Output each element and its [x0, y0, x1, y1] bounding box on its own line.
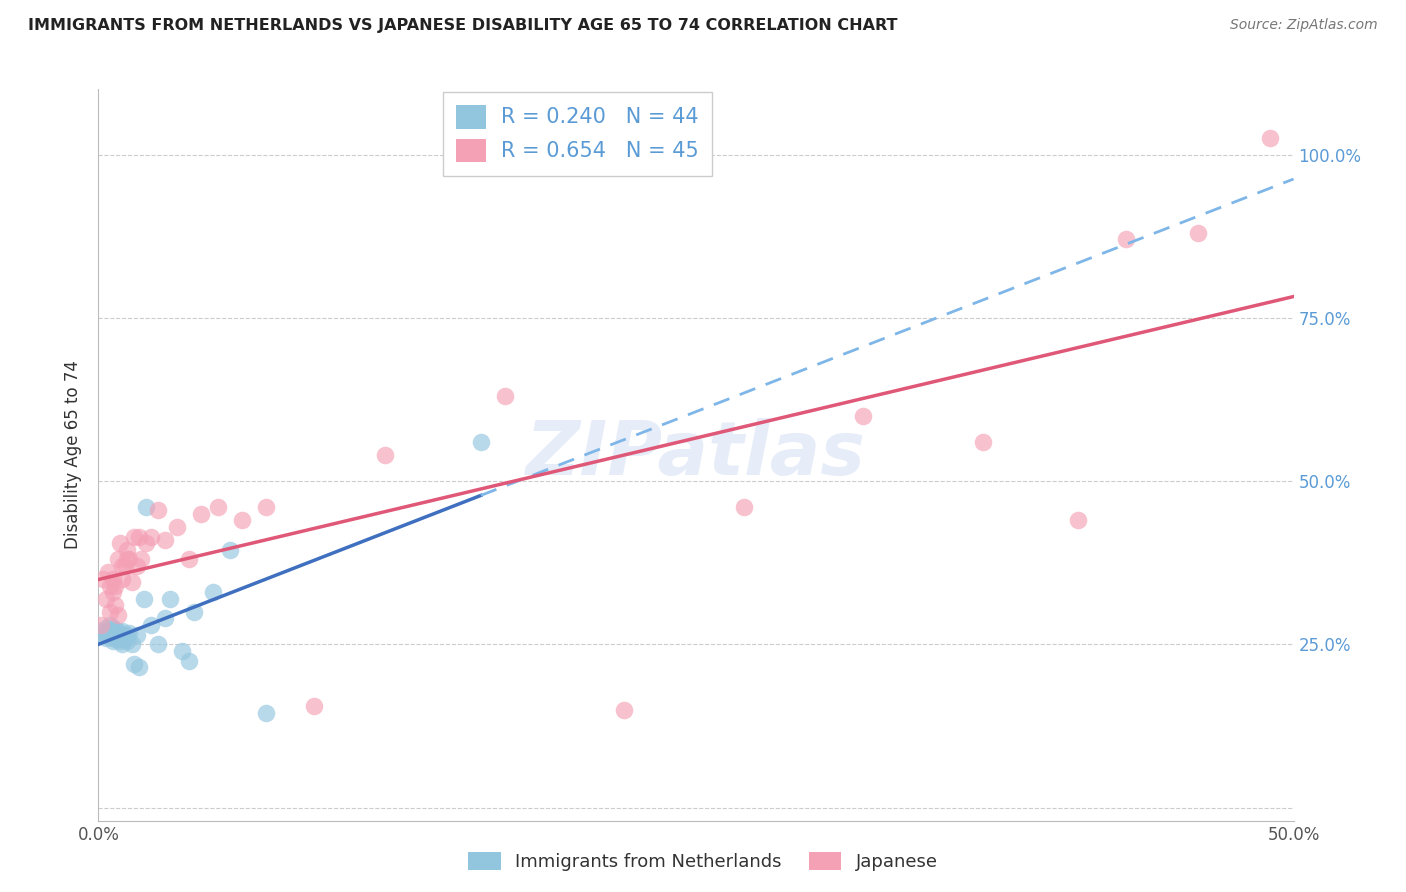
- Point: [1187, 226, 1209, 240]
- Point: [97, 624, 120, 639]
- Point: [98, 617, 122, 632]
- Point: [91, 627, 114, 641]
- Point: [90, 624, 112, 639]
- Point: [108, 536, 131, 550]
- Point: [111, 631, 134, 645]
- Point: [101, 634, 124, 648]
- Point: [111, 558, 134, 573]
- Legend: Immigrants from Netherlands, Japanese: Immigrants from Netherlands, Japanese: [461, 845, 945, 879]
- Point: [111, 624, 134, 639]
- Point: [104, 631, 127, 645]
- Point: [139, 530, 162, 544]
- Point: [159, 591, 181, 606]
- Point: [613, 703, 636, 717]
- Point: [202, 585, 225, 599]
- Point: [135, 500, 157, 515]
- Point: [104, 632, 127, 646]
- Point: [114, 630, 136, 644]
- Point: [155, 611, 177, 625]
- Legend: R = 0.240   N = 44, R = 0.654   N = 45: R = 0.240 N = 44, R = 0.654 N = 45: [443, 92, 713, 176]
- Point: [302, 699, 325, 714]
- Point: [733, 500, 755, 515]
- Point: [231, 513, 253, 527]
- Point: [131, 552, 153, 566]
- Point: [135, 536, 157, 550]
- Point: [108, 627, 131, 641]
- Point: [179, 654, 201, 668]
- Point: [98, 627, 122, 641]
- Point: [98, 578, 122, 592]
- Point: [207, 500, 229, 515]
- Point: [494, 389, 516, 403]
- Point: [101, 621, 124, 635]
- Y-axis label: Disability Age 65 to 74: Disability Age 65 to 74: [65, 360, 83, 549]
- Point: [111, 572, 134, 586]
- Point: [1258, 131, 1281, 145]
- Point: [107, 607, 129, 622]
- Point: [115, 627, 138, 641]
- Point: [128, 530, 150, 544]
- Point: [172, 644, 194, 658]
- Point: [132, 591, 155, 606]
- Text: ZIPatlas: ZIPatlas: [526, 418, 866, 491]
- Point: [183, 605, 205, 619]
- Point: [1067, 513, 1090, 527]
- Point: [190, 507, 212, 521]
- Point: [972, 434, 994, 449]
- Point: [108, 634, 131, 648]
- Point: [98, 605, 122, 619]
- Point: [124, 530, 146, 544]
- Point: [114, 558, 136, 573]
- Point: [115, 634, 138, 648]
- Point: [148, 637, 170, 651]
- Point: [97, 566, 120, 580]
- Point: [101, 625, 124, 640]
- Point: [107, 631, 129, 645]
- Point: [148, 503, 170, 517]
- Point: [91, 572, 114, 586]
- Point: [118, 552, 141, 566]
- Point: [470, 434, 492, 449]
- Point: [374, 448, 396, 462]
- Point: [254, 500, 277, 515]
- Point: [118, 625, 141, 640]
- Point: [104, 598, 127, 612]
- Point: [125, 627, 148, 641]
- Point: [97, 625, 120, 640]
- Point: [121, 637, 143, 651]
- Point: [90, 617, 112, 632]
- Point: [115, 552, 138, 566]
- Point: [94, 631, 117, 645]
- Point: [128, 660, 150, 674]
- Point: [166, 520, 188, 534]
- Point: [219, 542, 242, 557]
- Point: [104, 623, 127, 637]
- Point: [852, 409, 875, 423]
- Text: Source: ZipAtlas.com: Source: ZipAtlas.com: [1230, 18, 1378, 32]
- Point: [115, 542, 138, 557]
- Point: [1115, 232, 1137, 246]
- Point: [94, 591, 117, 606]
- Point: [94, 621, 117, 635]
- Point: [121, 575, 143, 590]
- Point: [179, 552, 201, 566]
- Point: [101, 572, 124, 586]
- Point: [111, 637, 134, 651]
- Text: IMMIGRANTS FROM NETHERLANDS VS JAPANESE DISABILITY AGE 65 TO 74 CORRELATION CHAR: IMMIGRANTS FROM NETHERLANDS VS JAPANESE …: [28, 18, 897, 33]
- Point: [101, 585, 124, 599]
- Point: [107, 624, 129, 639]
- Point: [107, 552, 129, 566]
- Point: [114, 632, 136, 646]
- Point: [155, 533, 177, 547]
- Point: [104, 578, 127, 592]
- Point: [125, 558, 148, 573]
- Point: [107, 627, 129, 641]
- Point: [139, 617, 162, 632]
- Point: [124, 657, 146, 671]
- Point: [254, 706, 277, 720]
